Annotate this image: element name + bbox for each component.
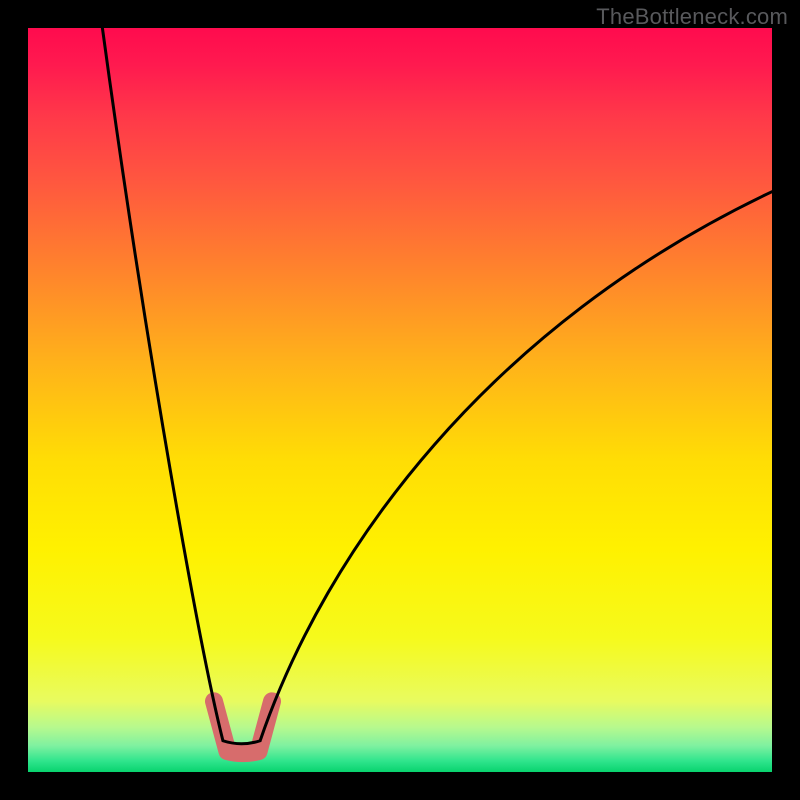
bottleneck-chart (0, 0, 800, 800)
plot-background (28, 28, 772, 772)
watermark-text: TheBottleneck.com (596, 4, 788, 30)
chart-frame: TheBottleneck.com (0, 0, 800, 800)
